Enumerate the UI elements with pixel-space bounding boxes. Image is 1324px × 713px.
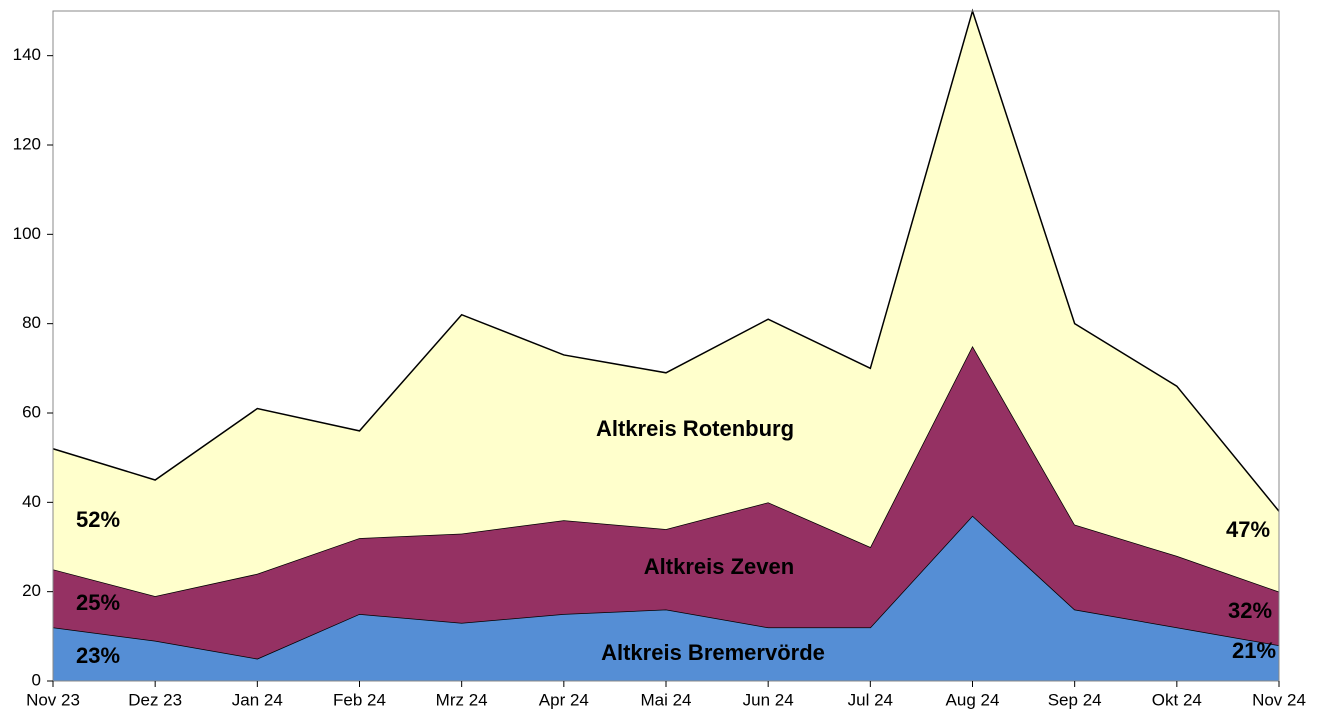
y-tick-label: 100 — [13, 224, 41, 243]
share-label: 32% — [1228, 598, 1272, 623]
x-tick-label: Jul 24 — [848, 690, 893, 709]
y-tick-label: 0 — [32, 670, 41, 689]
x-tick-label: Mrz 24 — [436, 690, 488, 709]
x-tick-label: Sep 24 — [1048, 690, 1102, 709]
area — [53, 11, 1279, 597]
series-label: Altkreis Bremervörde — [601, 640, 825, 665]
x-tick-label: Nov 24 — [1252, 690, 1306, 709]
area — [53, 346, 1279, 659]
x-tick-label: Dez 23 — [128, 690, 182, 709]
series-label: Altkreis Rotenburg — [596, 416, 794, 441]
x-tick-label: Nov 23 — [26, 690, 80, 709]
x-tick-label: Apr 24 — [539, 690, 589, 709]
share-label: 47% — [1226, 517, 1270, 542]
x-tick-label: Jun 24 — [743, 690, 794, 709]
x-tick-label: Okt 24 — [1152, 690, 1202, 709]
share-label: 52% — [76, 507, 120, 532]
x-tick-label: Jan 24 — [232, 690, 283, 709]
share-label: 25% — [76, 590, 120, 615]
series-label: Altkreis Zeven — [644, 554, 794, 579]
y-tick-label: 140 — [13, 45, 41, 64]
y-tick-label: 80 — [22, 313, 41, 332]
x-tick-label: Mai 24 — [640, 690, 691, 709]
x-tick-label: Aug 24 — [946, 690, 1000, 709]
area — [53, 515, 1279, 681]
x-tick-label: Feb 24 — [333, 690, 386, 709]
share-label: 23% — [76, 643, 120, 668]
y-tick-label: 40 — [22, 492, 41, 511]
y-tick-label: 60 — [22, 402, 41, 421]
area-edge — [52, 8, 1280, 512]
share-label: 21% — [1232, 638, 1276, 663]
y-tick-label: 120 — [13, 134, 41, 153]
y-tick-label: 20 — [22, 581, 41, 600]
